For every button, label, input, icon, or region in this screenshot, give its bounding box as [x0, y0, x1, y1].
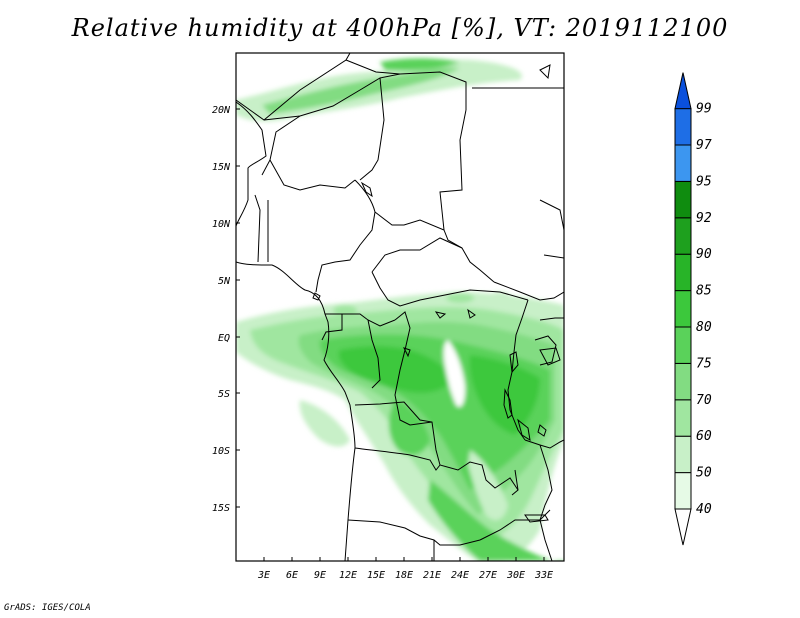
longitude-axis: 3E 6E 9E 12E 15E 18E 21E 24E 27E 30E 33E: [257, 557, 553, 581]
colorbar-bin: [674, 508, 692, 546]
lon-label: 9E: [314, 570, 326, 581]
colorbar-label: 95: [696, 174, 712, 189]
lat-label: 10N: [212, 219, 231, 230]
colorbar: 40 50 60 70 75 80 85 90 92 95 97 99: [674, 72, 712, 546]
colorbar-bin: [674, 399, 692, 437]
colorbar-bin: [674, 472, 692, 510]
colorbar-bin: [674, 217, 692, 255]
lat-label: 20N: [212, 105, 231, 116]
lon-label: 6E: [286, 570, 298, 581]
colorbar-bin: [674, 362, 692, 401]
colorbar-bin: [674, 435, 692, 474]
colorbar-bin: [674, 290, 692, 328]
lon-label: 18E: [395, 570, 413, 581]
lat-label: 5S: [218, 389, 230, 400]
colorbar-label: 70: [696, 393, 712, 408]
map-frame: [235, 52, 565, 562]
colorbar-label: 92: [696, 211, 712, 226]
colorbar-bin: [674, 108, 692, 146]
colorbar-label: 90: [696, 247, 712, 262]
colorbar-label: 75: [696, 356, 712, 371]
lat-label: 15N: [212, 162, 231, 173]
lon-label: 21E: [423, 570, 441, 581]
lon-label: 30E: [506, 570, 525, 581]
colorbar-label: 80: [696, 320, 712, 335]
lat-label: EQ: [218, 333, 230, 344]
credit-label: GrADS: IGES/COLA: [4, 603, 91, 613]
lon-label: 12E: [339, 570, 357, 581]
colorbar-label: 60: [696, 429, 712, 444]
lon-label: 24E: [451, 570, 469, 581]
lat-label: 15S: [212, 503, 230, 514]
colorbar-bin: [674, 326, 692, 364]
lat-label: 10S: [212, 446, 230, 457]
colorbar-bin: [674, 72, 692, 110]
colorbar-bin: [674, 144, 692, 182]
lat-label: 5N: [218, 276, 231, 287]
colorbar-bin: [674, 253, 692, 292]
map-title: Relative humidity at 400hPa [%], VT: 201…: [71, 14, 729, 42]
colorbar-bin: [674, 180, 692, 219]
colorbar-label: 99: [696, 102, 712, 117]
lon-label: 33E: [534, 570, 553, 581]
colorbar-label: 40: [696, 502, 712, 517]
humidity-field: [236, 53, 564, 561]
lon-label: 15E: [367, 570, 385, 581]
colorbar-label: 85: [696, 284, 712, 299]
country-borders: [236, 53, 564, 561]
colorbar-label: 50: [696, 466, 712, 481]
lon-label: 3E: [257, 570, 270, 581]
lon-label: 27E: [479, 570, 497, 581]
colorbar-label: 97: [696, 138, 712, 153]
latitude-axis: 20N 15N 10N 5N EQ 5S 10S 15S: [212, 105, 240, 514]
